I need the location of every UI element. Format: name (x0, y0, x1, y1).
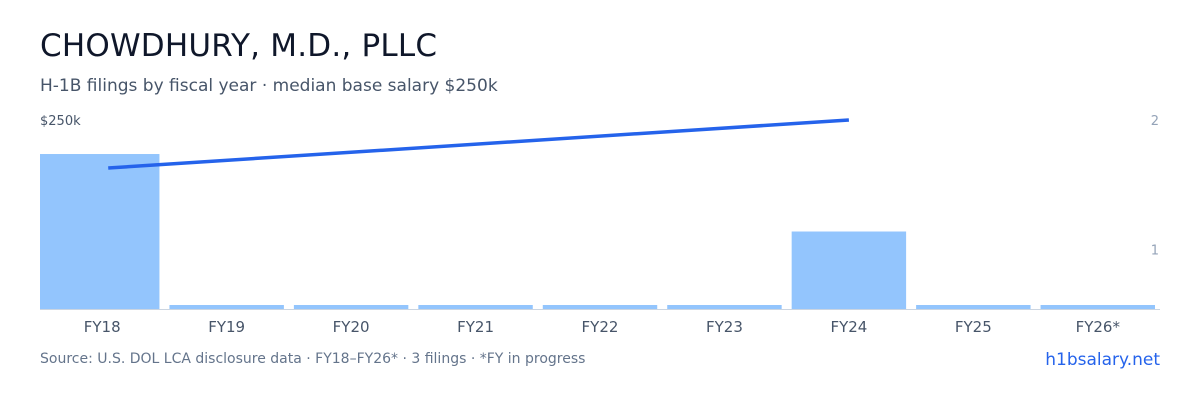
x-tick-label: FY20 (333, 318, 370, 336)
bar-fy25 (916, 305, 1031, 309)
bar-fy24 (791, 231, 907, 309)
chart-title: CHOWDHURY, M.D., PLLC (40, 28, 438, 64)
x-tick-label: FY25 (955, 318, 992, 336)
bar-fy23 (667, 305, 782, 309)
chart-subtitle: H-1B filings by fiscal year · median bas… (40, 76, 498, 96)
x-tick-label: FY24 (830, 318, 867, 336)
x-tick-label: FY22 (582, 318, 619, 336)
bar-fy18 (40, 154, 160, 309)
bar-fy20 (293, 305, 409, 309)
brand-link[interactable]: h1bsalary.net (1045, 350, 1160, 370)
bar-fy26 (1040, 305, 1155, 309)
x-tick-label: FY23 (706, 318, 743, 336)
right-axis-tick-label: 1 (1151, 244, 1159, 259)
x-tick-label: FY21 (457, 318, 494, 336)
source-note: Source: U.S. DOL LCA disclosure data · F… (40, 351, 586, 367)
bar-fy19 (169, 305, 284, 309)
bar-fy22 (542, 305, 658, 309)
x-tick-label: FY18 (84, 318, 121, 336)
left-axis-tick-label: $250k (40, 114, 81, 129)
right-axis-tick-label: 2 (1151, 114, 1159, 129)
bar-fy21 (418, 305, 533, 309)
x-tick-label: FY26* (1076, 318, 1121, 336)
salary-line (108, 118, 850, 170)
x-tick-label: FY19 (208, 318, 245, 336)
